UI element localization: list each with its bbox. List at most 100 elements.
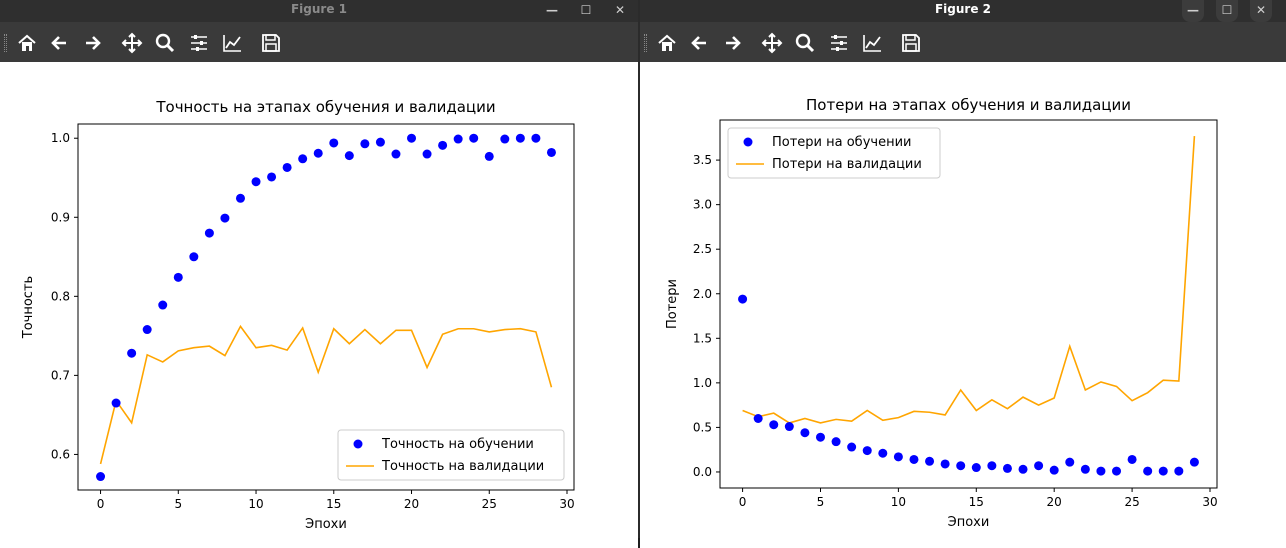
training-data-point — [438, 140, 448, 150]
training-data-point — [1127, 454, 1137, 464]
training-data-point — [142, 325, 152, 335]
training-data-point — [753, 413, 763, 423]
training-data-point — [189, 252, 199, 262]
training-data-point — [784, 422, 794, 432]
back-button[interactable] — [45, 28, 75, 58]
title-bar[interactable]: Figure 2 — ☐ ✕ — [640, 0, 1286, 22]
training-data-point — [96, 472, 106, 482]
training-data-point — [1112, 466, 1122, 476]
training-data-point — [862, 446, 872, 456]
home-button[interactable] — [652, 28, 682, 58]
home-icon — [658, 34, 676, 51]
training-data-point — [111, 398, 121, 408]
training-data-point — [235, 193, 245, 203]
zoom-icon — [155, 33, 175, 53]
forward-button[interactable] — [717, 28, 747, 58]
training-data-point — [344, 151, 354, 161]
zoom-button[interactable] — [150, 28, 180, 58]
x-tick-label: 10 — [891, 495, 906, 509]
toolbar — [640, 22, 1286, 62]
home-icon — [18, 34, 36, 51]
training-data-point — [1049, 465, 1059, 475]
loss-plot: Потери на этапах обучения и валидации 0 5 1… — [640, 62, 1286, 548]
edit-axis-button[interactable] — [217, 28, 247, 58]
y-tick-label: 1.0 — [51, 131, 70, 145]
training-data-point — [909, 454, 919, 464]
training-data-point — [738, 294, 748, 304]
training-data-point — [531, 133, 541, 143]
maximize-button[interactable]: ☐ — [1216, 0, 1238, 22]
training-data-point — [987, 461, 997, 471]
y-tick-label: 3.0 — [693, 198, 712, 212]
x-tick-label: 10 — [248, 497, 263, 511]
training-data-point — [1018, 464, 1028, 474]
training-data-point — [360, 139, 370, 149]
pan-icon — [761, 32, 783, 54]
training-data-point — [800, 428, 810, 438]
training-data-point — [847, 442, 857, 452]
save-icon — [902, 34, 920, 52]
home-button[interactable] — [12, 28, 42, 58]
legend-label: Потери на валидации — [772, 157, 922, 172]
training-data-point — [1002, 463, 1012, 473]
training-data-point — [515, 133, 525, 143]
title-bar[interactable]: Figure 1 — ☐ ✕ — [0, 0, 638, 22]
training-data-point — [298, 154, 308, 164]
x-axis-label: Эпохи — [305, 517, 347, 532]
save-button[interactable] — [256, 28, 286, 58]
training-data-point — [925, 456, 935, 466]
training-data-point — [500, 134, 510, 144]
forward-icon — [86, 36, 101, 50]
close-button[interactable]: ✕ — [614, 3, 626, 17]
window-title: Figure 1 — [290, 2, 348, 16]
y-tick-label: 0.8 — [51, 289, 70, 303]
training-data-point — [173, 272, 183, 282]
y-tick-label: 3.5 — [693, 153, 712, 167]
toolbar-grip[interactable] — [644, 34, 647, 52]
training-data-point — [469, 133, 479, 143]
training-data-point — [815, 432, 825, 442]
training-data-point — [971, 463, 981, 473]
legend-marker — [353, 439, 363, 449]
y-tick-label: 0.5 — [693, 420, 712, 434]
training-data-point — [893, 452, 903, 462]
edit-axis-button[interactable] — [857, 28, 887, 58]
back-icon — [51, 36, 66, 50]
legend-box — [337, 429, 565, 481]
training-data-point — [220, 213, 230, 223]
close-button[interactable]: ✕ — [1250, 0, 1272, 22]
forward-icon — [726, 36, 741, 50]
configure-subplots-button[interactable] — [184, 28, 214, 58]
y-tick-label: 2.5 — [693, 242, 712, 256]
x-tick-label: 0 — [739, 495, 747, 509]
legend: Потери на обучении Потери на валидации — [727, 127, 941, 179]
configure-subplots-icon — [831, 35, 847, 51]
back-button[interactable] — [685, 28, 715, 58]
training-data-point — [1189, 457, 1199, 467]
accuracy-chart: Точность на этапах обучения и валидации 0… — [21, 98, 575, 532]
zoom-button[interactable] — [790, 28, 820, 58]
minimize-button[interactable]: — — [546, 3, 558, 17]
y-axis-label: Точность — [21, 276, 36, 339]
zoom-icon — [795, 33, 815, 53]
y-tick-label: 0.6 — [51, 447, 70, 461]
training-data-point — [204, 228, 214, 238]
training-data-point — [422, 149, 432, 159]
training-data-point — [1158, 466, 1168, 476]
maximize-button[interactable]: ☐ — [580, 3, 592, 17]
edit-axis-icon — [863, 35, 881, 52]
edit-axis-icon — [223, 35, 241, 52]
toolbar-grip[interactable] — [4, 34, 7, 52]
x-tick-label: 20 — [404, 497, 419, 511]
configure-subplots-button[interactable] — [824, 28, 854, 58]
forward-button[interactable] — [77, 28, 107, 58]
pan-button[interactable] — [117, 28, 147, 58]
save-button[interactable] — [896, 28, 926, 58]
training-data-point — [956, 461, 966, 471]
training-data-point — [1143, 466, 1153, 476]
minimize-button[interactable]: — — [1182, 0, 1204, 22]
x-tick-label: 30 — [559, 497, 574, 511]
training-data-point — [1174, 466, 1184, 476]
training-data-point — [831, 437, 841, 447]
pan-button[interactable] — [757, 28, 787, 58]
